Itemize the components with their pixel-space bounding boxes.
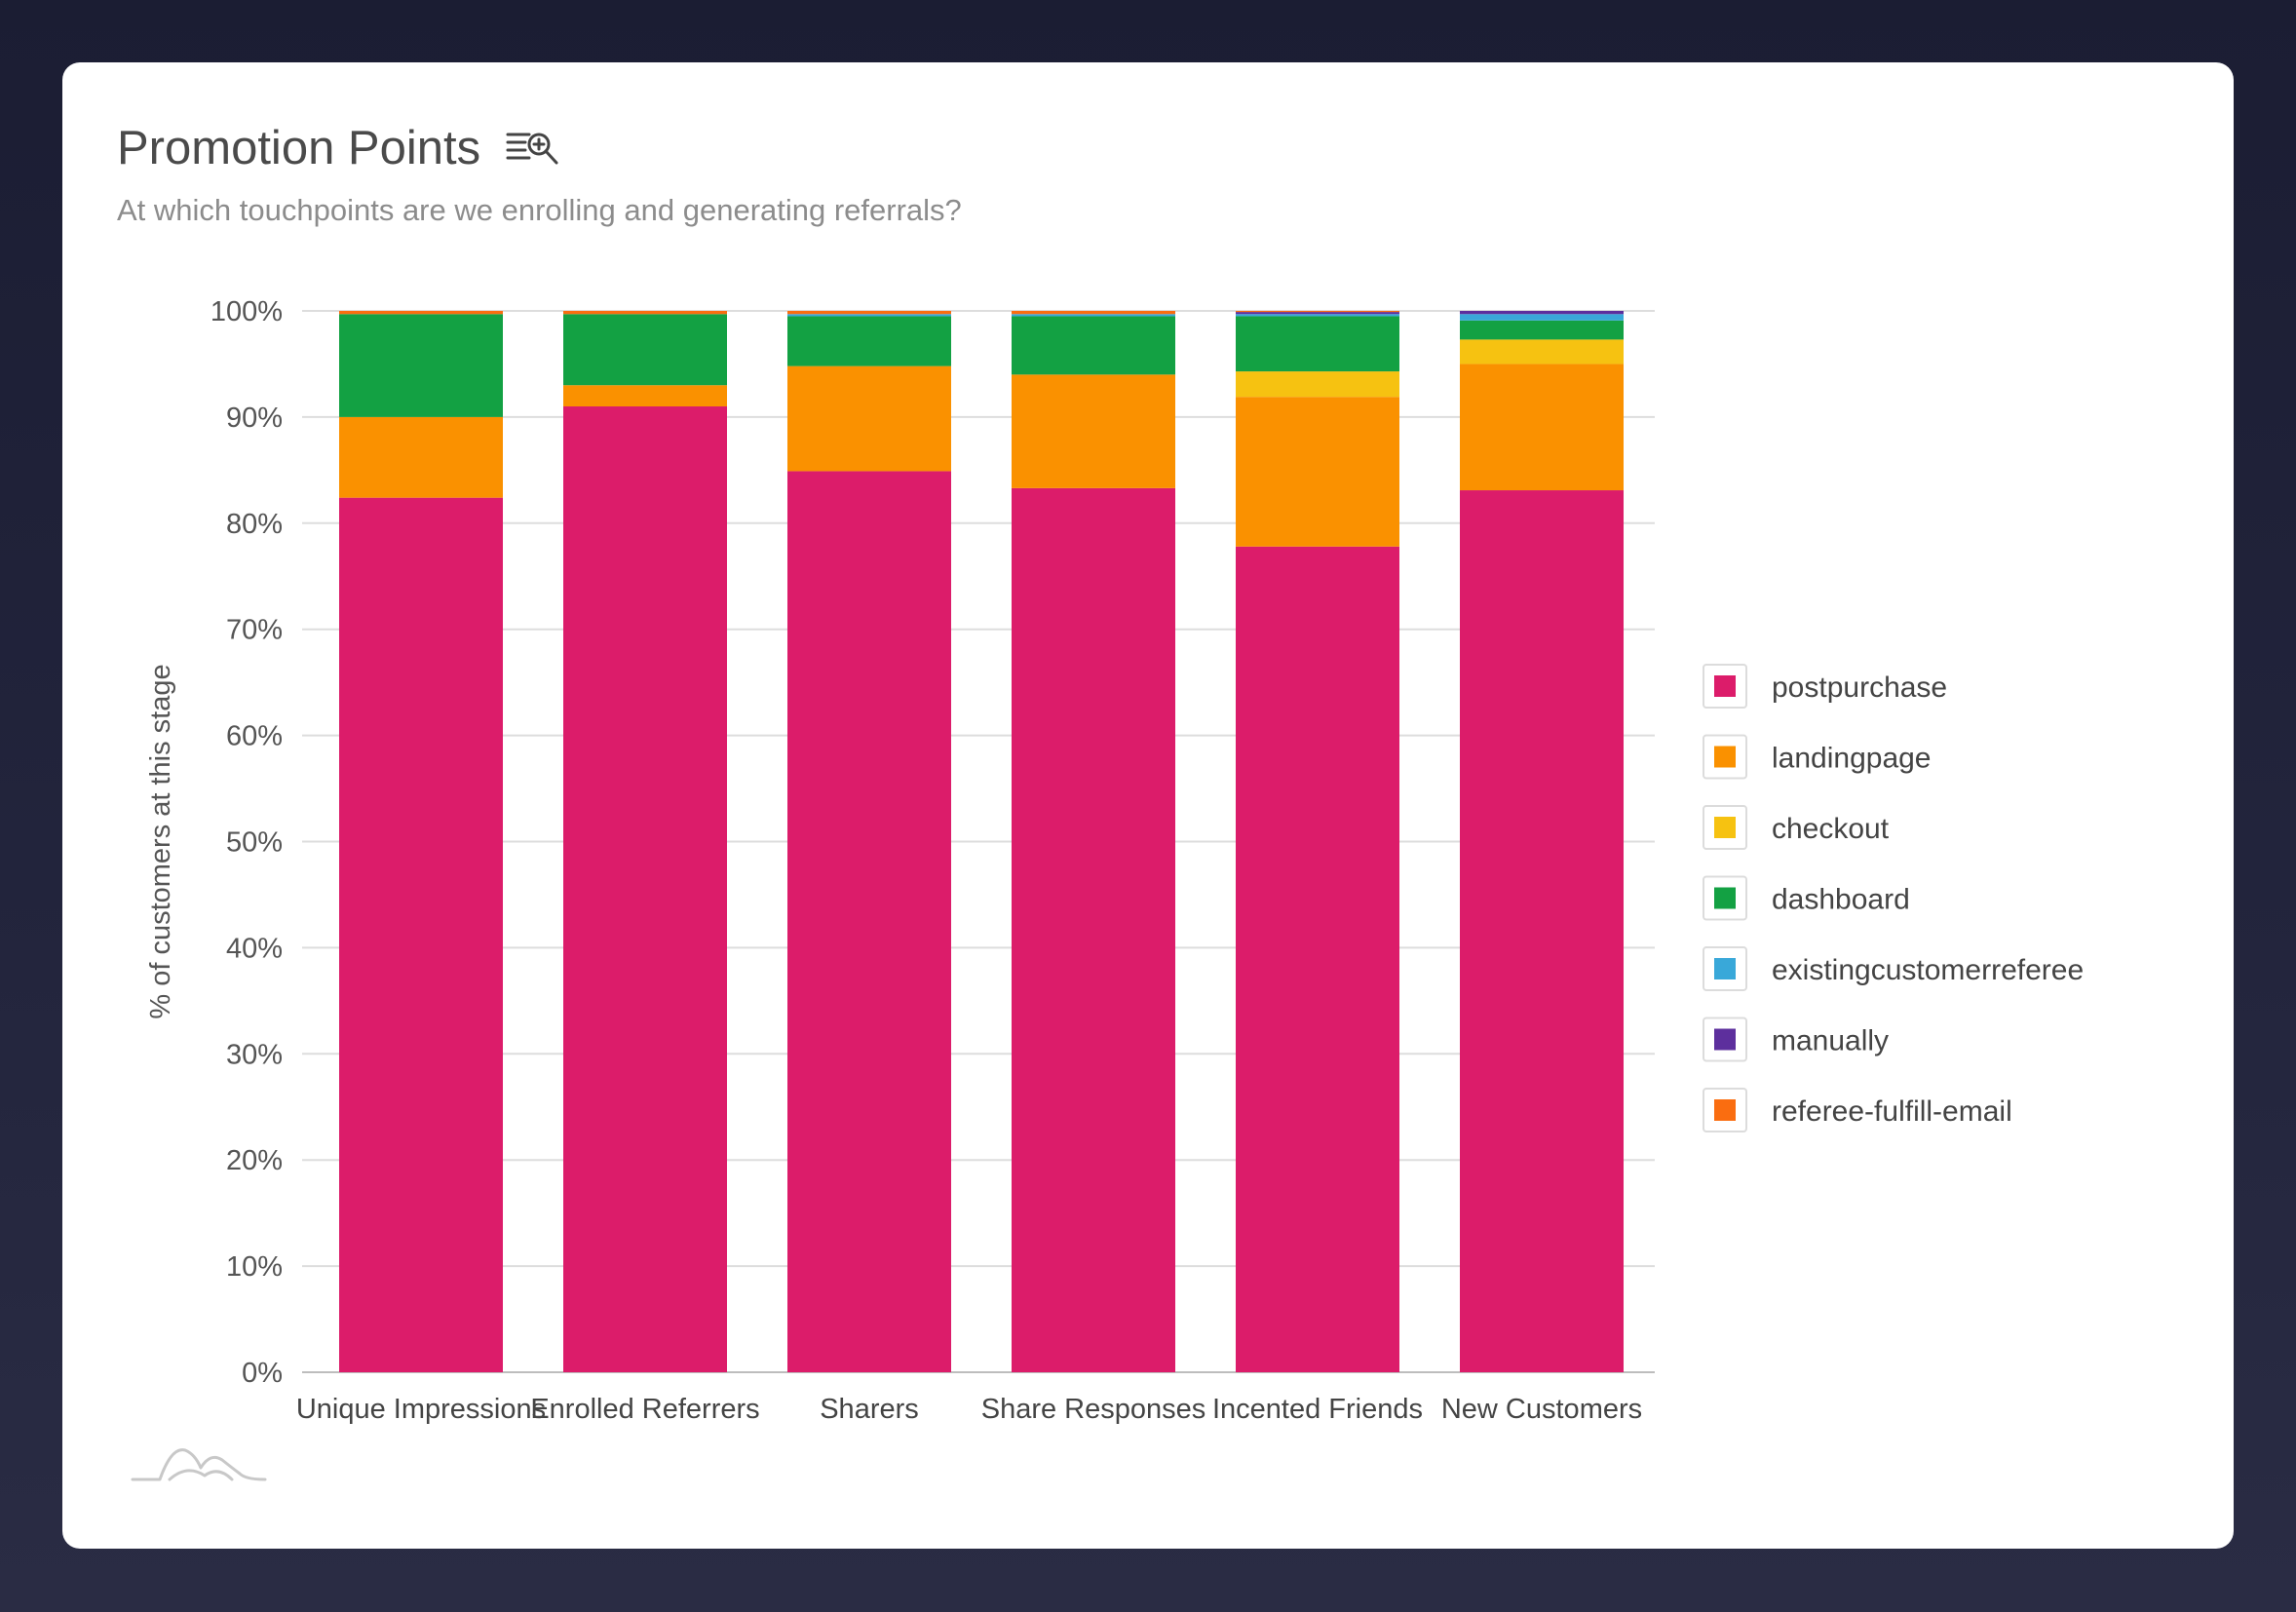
legend-label: landingpage: [1772, 743, 1932, 775]
bar-segment-landingpage[interactable]: [563, 385, 727, 407]
bar-segment-manually[interactable]: [1236, 312, 1399, 315]
legend-label: manually: [1772, 1025, 1889, 1057]
x-tick-label: Sharers: [820, 1394, 919, 1425]
bar-segment-dashboard[interactable]: [1012, 316, 1175, 375]
bar-segment-referee-fulfill-email[interactable]: [787, 311, 951, 315]
legend-swatch: [1714, 817, 1736, 838]
chart-card: Promotion Points At which touchpoints ar…: [62, 62, 2234, 1549]
legend-swatch: [1714, 1028, 1736, 1051]
bar-segment-dashboard[interactable]: [339, 314, 503, 417]
legend-item-dashboard[interactable]: dashboard: [1703, 875, 1910, 921]
bar-segment-checkout[interactable]: [1460, 339, 1624, 365]
bar-segment-postpurchase[interactable]: [1012, 487, 1175, 1372]
y-tick-label: 70%: [226, 615, 283, 646]
bar-segment-dashboard[interactable]: [1236, 316, 1399, 372]
bar-segment-referee-fulfill-email[interactable]: [563, 311, 727, 315]
list-search-icon[interactable]: [506, 129, 560, 168]
bar-segment-landingpage[interactable]: [787, 365, 951, 472]
mountain-logo-icon: [131, 1448, 267, 1481]
bar-segment-referee-fulfill-email[interactable]: [1236, 311, 1399, 313]
legend-item-checkout[interactable]: checkout: [1703, 805, 1890, 850]
legend-label: referee-fulfill-email: [1772, 1095, 2012, 1128]
legend-swatch: [1714, 675, 1736, 697]
bar-stack-4[interactable]: [1236, 311, 1399, 1372]
legend-swatch: [1714, 1099, 1736, 1121]
bar-segment-existingcustomerreferee[interactable]: [1236, 314, 1399, 317]
y-tick-label: 100%: [210, 296, 283, 327]
page-subtitle: At which touchpoints are we enrolling an…: [117, 193, 962, 227]
y-tick-label: 20%: [226, 1145, 283, 1176]
x-tick-label: New Customers: [1441, 1394, 1642, 1425]
bar-segment-postpurchase[interactable]: [1236, 546, 1399, 1372]
y-tick-label: 10%: [226, 1251, 283, 1283]
legend-swatch: [1714, 958, 1736, 979]
x-tick-label: Incented Friends: [1212, 1394, 1423, 1425]
legend-item-landingpage[interactable]: landingpage: [1703, 734, 1932, 780]
x-tick-label: Share Responses: [981, 1394, 1206, 1425]
y-tick-label: 80%: [226, 509, 283, 540]
y-tick-label: 60%: [226, 721, 283, 752]
bar-segment-referee-fulfill-email[interactable]: [339, 311, 503, 315]
bar-stack-1[interactable]: [563, 311, 727, 1372]
y-axis-ticks: 0% 10% 20% 30% 40% 50% 60% 70% 80% 90% 100%: [210, 296, 283, 1389]
legend-item-existingcustomerreferee[interactable]: existingcustomerreferee: [1703, 946, 2084, 991]
bar-stack-3[interactable]: [1012, 311, 1175, 1372]
legend-item-manually[interactable]: manually: [1703, 1017, 1889, 1062]
legend-label: dashboard: [1772, 884, 1910, 916]
bar-segment-landingpage[interactable]: [339, 416, 503, 498]
legend-item-referee-fulfill-email[interactable]: referee-fulfill-email: [1703, 1088, 2012, 1132]
title-row: Promotion Points: [117, 117, 560, 179]
y-axis-title: % of customers at this stage: [145, 664, 176, 1018]
bar-segment-existingcustomerreferee[interactable]: [1012, 314, 1175, 317]
bar-segment-referee-fulfill-email[interactable]: [1012, 311, 1175, 315]
stacked-bar-chart: 0% 10% 20% 30% 40% 50% 60% 70% 80% 90% 100% % of cu…: [145, 296, 2084, 1425]
bar-stack-2[interactable]: [787, 311, 951, 1373]
bar-segment-landingpage[interactable]: [1012, 374, 1175, 488]
legend-swatch: [1714, 746, 1736, 768]
bar-segment-checkout[interactable]: [1236, 371, 1399, 398]
legend-label: existingcustomerreferee: [1772, 954, 2084, 986]
legend: postpurchase landingpage checkout dashboard…: [1703, 664, 2084, 1132]
page-title: Promotion Points: [117, 122, 481, 174]
bar-segment-postpurchase[interactable]: [1460, 490, 1624, 1372]
bar-segment-landingpage[interactable]: [1236, 397, 1399, 547]
y-tick-label: 0%: [242, 1358, 283, 1389]
bar-stack-5[interactable]: [1460, 311, 1624, 1372]
legend-swatch: [1714, 887, 1736, 909]
y-tick-label: 30%: [226, 1039, 283, 1070]
bar-segment-existingcustomerreferee[interactable]: [787, 314, 951, 317]
y-tick-label: 40%: [226, 933, 283, 964]
bar-segment-postpurchase[interactable]: [787, 471, 951, 1373]
bar-segment-dashboard[interactable]: [1460, 320, 1624, 340]
x-tick-label: Unique Impressions: [296, 1394, 546, 1425]
bar-segment-existingcustomerreferee[interactable]: [1460, 314, 1624, 321]
y-tick-label: 50%: [226, 827, 283, 859]
bars: [339, 311, 1624, 1373]
legend-label: checkout: [1772, 813, 1890, 845]
y-tick-label: 90%: [226, 403, 283, 434]
legend-label: postpurchase: [1772, 672, 1947, 704]
bar-segment-postpurchase[interactable]: [563, 406, 727, 1372]
bar-segment-dashboard[interactable]: [787, 316, 951, 366]
bar-stack-0[interactable]: [339, 311, 503, 1372]
y-gridlines: [302, 310, 1655, 1373]
x-tick-label: Enrolled Referrers: [530, 1394, 759, 1425]
legend-item-postpurchase[interactable]: postpurchase: [1703, 664, 1947, 709]
bar-segment-landingpage[interactable]: [1460, 364, 1624, 491]
bar-segment-postpurchase[interactable]: [339, 497, 503, 1372]
bar-segment-manually[interactable]: [1460, 311, 1624, 315]
bar-segment-dashboard[interactable]: [563, 314, 727, 386]
